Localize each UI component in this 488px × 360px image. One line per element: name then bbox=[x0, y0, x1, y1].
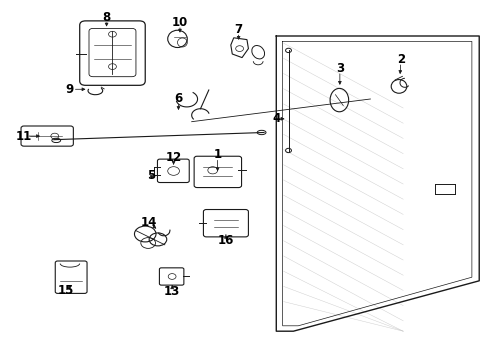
Text: 11: 11 bbox=[15, 130, 32, 143]
Text: 12: 12 bbox=[165, 151, 182, 164]
Text: 7: 7 bbox=[234, 23, 242, 36]
Text: 8: 8 bbox=[102, 11, 110, 24]
Text: 13: 13 bbox=[163, 285, 180, 298]
Text: 16: 16 bbox=[217, 234, 234, 247]
Text: 5: 5 bbox=[147, 169, 155, 182]
Text: 9: 9 bbox=[66, 83, 74, 96]
Text: 15: 15 bbox=[58, 284, 74, 297]
Text: 2: 2 bbox=[396, 53, 404, 66]
Text: 10: 10 bbox=[171, 16, 188, 29]
Text: 6: 6 bbox=[174, 93, 182, 105]
Text: 3: 3 bbox=[335, 62, 343, 75]
Text: 4: 4 bbox=[272, 112, 280, 125]
Text: 14: 14 bbox=[141, 216, 157, 229]
Text: 1: 1 bbox=[213, 148, 221, 161]
